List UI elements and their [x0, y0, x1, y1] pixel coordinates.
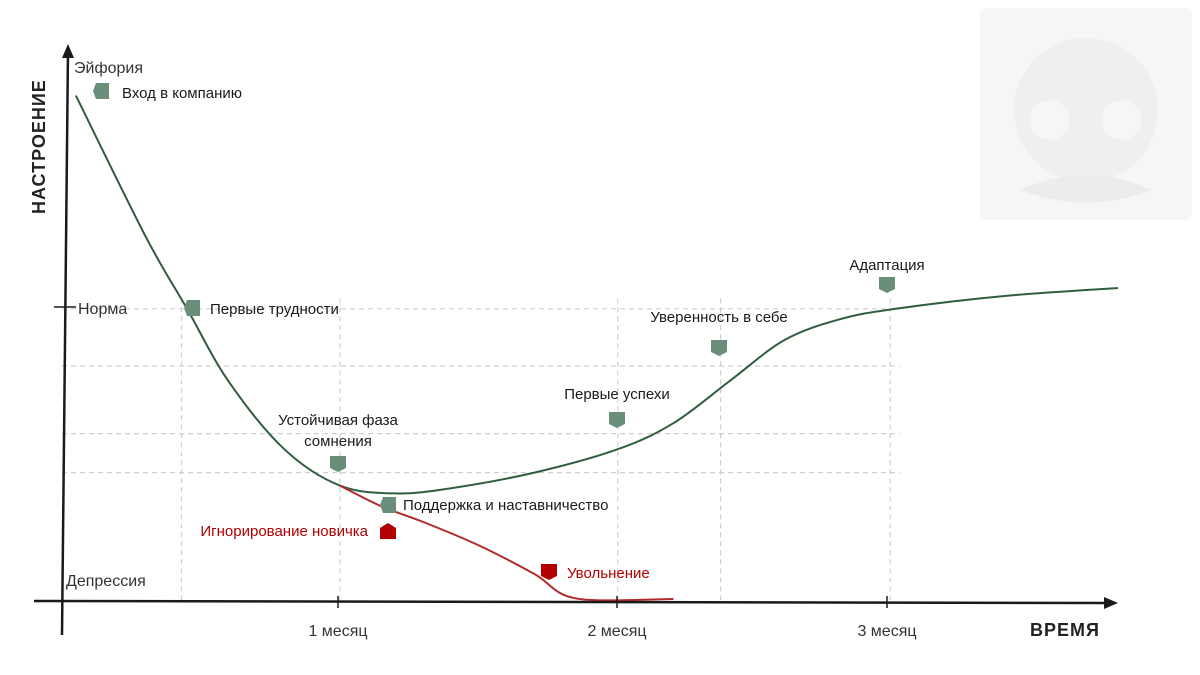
grid-lines — [62, 298, 900, 600]
watermark-logo-icon — [980, 8, 1192, 220]
annotation-label-8: Увольнение — [567, 565, 650, 582]
annotation-marker-2-pentagon-icon — [330, 456, 346, 472]
annotation-label-6: Адаптация — [849, 257, 924, 274]
y-axis-title: НАСТРОЕНИЕ — [29, 79, 49, 214]
y-level-label-0: Эйфория — [74, 60, 143, 77]
y-level-label-1: Норма — [78, 301, 127, 318]
annotation-label-1: Первые трудности — [210, 301, 339, 318]
annotation-markers: Вход в компанию Первые трудности Устойчива… — [93, 83, 925, 582]
annotation-marker-8-pentagon-icon — [541, 564, 557, 580]
y-axis-line — [60, 49, 70, 636]
annotation-label-2-line-1: сомнения — [304, 433, 372, 450]
axes: НАСТРОЕНИЕ ВРЕМЯ — [29, 44, 1118, 640]
annotation-marker-4-pentagon-icon — [609, 412, 625, 428]
annotation-marker-0-hexagon-icon — [93, 83, 109, 99]
y-level-label-2: Депрессия — [66, 573, 146, 590]
annotation-label-2-line-0: Устойчивая фаза — [278, 412, 398, 429]
annotation-marker-6-pentagon-icon — [879, 277, 895, 293]
x-tick-label-1: 2 месяц — [587, 623, 646, 640]
annotation-label-4: Первые успехи — [564, 386, 670, 403]
annotation-marker-3-hexagon-icon — [380, 497, 396, 513]
x-tick-label-2: 3 месяц — [857, 623, 916, 640]
series-line-green — [74, 95, 1119, 495]
x-tick-label-0: 1 месяц — [308, 623, 367, 640]
annotation-label-7: Игнорирование новичка — [200, 523, 368, 540]
annotation-label-0: Вход в компанию — [122, 85, 242, 102]
x-axis-line — [33, 599, 1111, 605]
annotation-label-3: Поддержка и наставничество — [403, 497, 608, 514]
annotation-label-5: Уверенность в себе — [650, 309, 787, 326]
annotation-marker-5-pentagon-icon — [711, 340, 727, 356]
y-axis-arrow-icon — [62, 44, 74, 58]
annotation-marker-7-house-icon — [380, 523, 396, 539]
x-axis-arrow-icon — [1104, 597, 1118, 609]
x-axis-title: ВРЕМЯ — [1030, 620, 1100, 640]
annotation-marker-1-hexagon-icon — [184, 300, 200, 316]
axis-labels: Эйфория Норма Депрессия 1 месяц 2 месяц 3 мес… — [66, 60, 917, 640]
